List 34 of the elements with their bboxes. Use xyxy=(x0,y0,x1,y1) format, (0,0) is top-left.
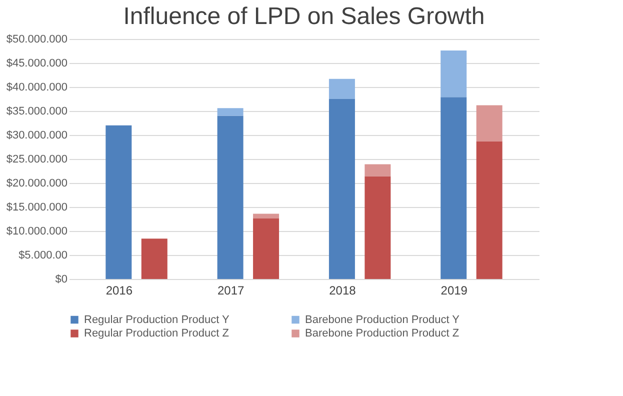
y-tick-label: $35.000.000 xyxy=(6,106,68,118)
bar xyxy=(253,214,280,219)
x-tick-label: 2016 xyxy=(106,284,133,298)
bar xyxy=(364,164,391,176)
bar xyxy=(106,125,132,279)
chart-title: Influence of LPD on Sales Growth xyxy=(123,3,485,30)
legend-label: Regular Production Product Y xyxy=(84,314,230,326)
bar xyxy=(328,78,355,99)
bar xyxy=(217,116,244,279)
legend-label: Barebone Production Product Y xyxy=(305,314,460,326)
legend-label: Barebone Production Product Z xyxy=(305,328,460,340)
bar xyxy=(217,108,244,116)
y-tick-label: $10.000.000 xyxy=(6,226,68,238)
bar xyxy=(440,97,467,279)
y-tick-label: $25.000.000 xyxy=(6,154,68,166)
bar xyxy=(141,238,168,279)
y-tick-label: $30.000.000 xyxy=(6,130,68,142)
x-tick-label: 2018 xyxy=(329,284,356,298)
bar xyxy=(440,50,467,98)
bar xyxy=(476,141,502,279)
bar xyxy=(364,176,391,279)
y-tick-label: $5.000.00 xyxy=(18,250,68,262)
bar xyxy=(476,105,502,142)
legend-label: Regular Production Product Z xyxy=(84,328,230,340)
y-tick-label: $45.000.000 xyxy=(6,58,68,70)
bar xyxy=(328,99,355,279)
y-tick-label: $50.000.000 xyxy=(6,34,68,46)
y-tick-label: $20.000.000 xyxy=(6,178,68,190)
x-tick-label: 2019 xyxy=(440,284,468,298)
y-tick-label: $40.000.000 xyxy=(6,82,68,94)
x-tick-label: 2017 xyxy=(217,284,244,298)
y-tick-label: $15.000.000 xyxy=(6,202,68,214)
y-tick-label: $0 xyxy=(55,274,68,286)
bar xyxy=(253,218,280,279)
